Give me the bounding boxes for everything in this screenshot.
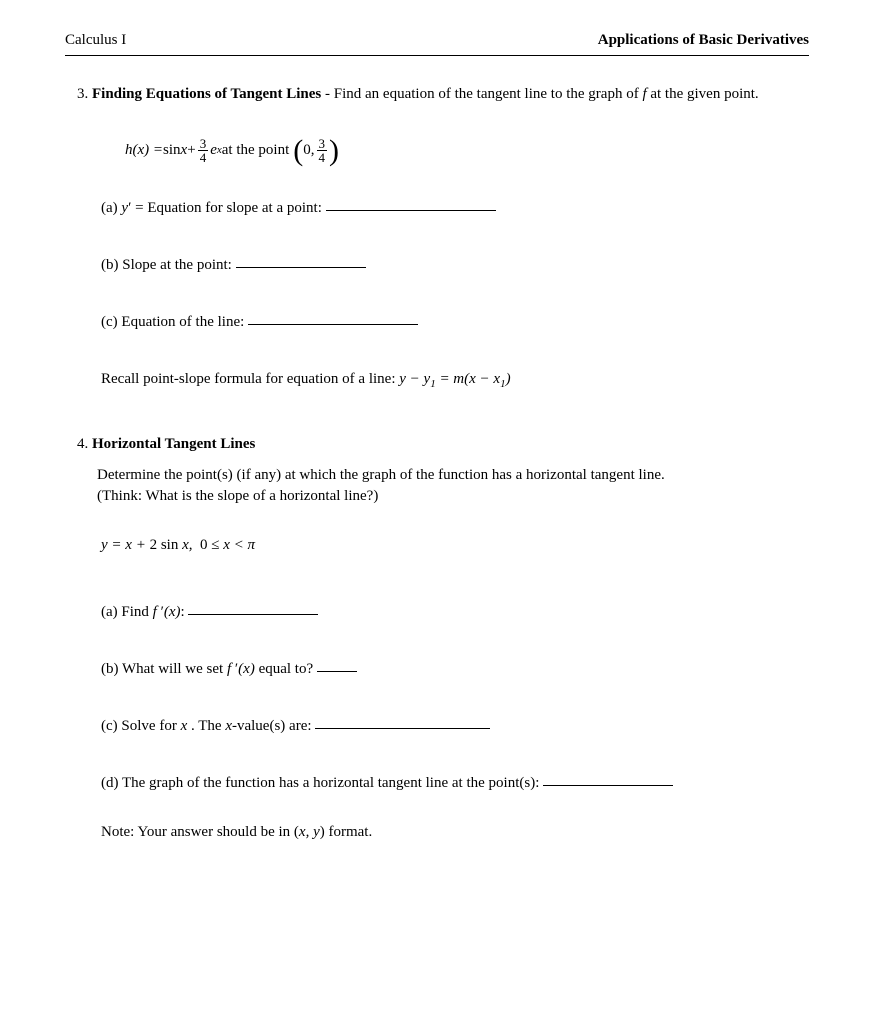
problem-3-desc-tail: at the given point.: [647, 86, 759, 102]
note-xy: x, y: [299, 824, 320, 840]
p3b-label: (b): [101, 257, 122, 273]
eq-sin: sin: [163, 140, 181, 161]
p4a-label: (a): [101, 604, 121, 620]
p4c-var2: x: [225, 718, 232, 734]
p3a-blank[interactable]: [326, 210, 496, 211]
p4b-text2: equal to?: [259, 661, 317, 677]
p3b-blank[interactable]: [236, 267, 366, 268]
eq-point: ( 0, 3 4 ): [293, 137, 339, 164]
problem-3-recall: Recall point-slope formula for equation …: [101, 369, 809, 392]
p4c-var: x: [181, 718, 188, 734]
p4d-label: (d): [101, 775, 122, 791]
problem-4-equation: y = x + 2 sin x, 0 ≤ x < π: [101, 535, 809, 556]
eq-plus: +: [187, 140, 195, 161]
p4a-colon: :: [181, 604, 189, 620]
problem-4: 4. Horizontal Tangent Lines Determine th…: [65, 434, 809, 843]
p4c-label: (c): [101, 718, 121, 734]
recall-text: Recall point-slope formula for equation …: [101, 371, 399, 387]
p4a-text: Find: [121, 604, 152, 620]
problem-4-line1: Determine the point(s) (if any) at which…: [97, 465, 809, 486]
p3c-blank[interactable]: [248, 324, 418, 325]
eq-frac: 3 4: [198, 137, 209, 164]
eq-at-point: at the point: [222, 140, 290, 161]
p4d-text: The graph of the function has a horizont…: [122, 775, 543, 791]
problem-3c: (c) Equation of the line:: [101, 312, 809, 333]
p3c-label: (c): [101, 314, 121, 330]
p4a-fn: f ′(x): [153, 604, 181, 620]
problem-4-line2: (Think: What is the slope of a horizonta…: [97, 486, 809, 507]
p4c-text2: . The: [191, 718, 225, 734]
problem-4-heading: Horizontal Tangent Lines: [92, 436, 255, 452]
problem-4-note: Note: Your answer should be in (x, y) fo…: [101, 822, 809, 843]
problem-4d: (d) The graph of the function has a hori…: [101, 773, 809, 794]
problem-4-title: 4. Horizontal Tangent Lines: [77, 434, 809, 455]
p4d-blank[interactable]: [543, 785, 673, 786]
problem-4-body: Determine the point(s) (if any) at which…: [97, 465, 809, 843]
p4a-blank[interactable]: [188, 614, 318, 615]
problem-4b: (b) What will we set f ′(x) equal to?: [101, 659, 809, 680]
page-header: Calculus I Applications of Basic Derivat…: [65, 30, 809, 56]
header-course: Calculus I: [65, 30, 126, 51]
p4c-text3: -value(s) are:: [232, 718, 315, 734]
eq-e: e: [210, 140, 217, 161]
problem-4a: (a) Find f ′(x):: [101, 602, 809, 623]
p3c-text: Equation of the line:: [121, 314, 248, 330]
problem-3-heading: Finding Equations of Tangent Lines: [92, 86, 321, 102]
note-text1: Note: Your answer should be in (: [101, 824, 299, 840]
p3b-text: Slope at the point:: [122, 257, 235, 273]
p4c-text1: Solve for: [121, 718, 180, 734]
problem-4-number: 4.: [77, 436, 88, 452]
header-topic: Applications of Basic Derivatives: [598, 30, 809, 51]
problem-3b: (b) Slope at the point:: [101, 255, 809, 276]
eq-lhs: h(x) =: [125, 140, 163, 161]
problem-3: 3. Finding Equations of Tangent Lines - …: [65, 84, 809, 392]
eq-point-frac: 3 4: [317, 137, 328, 164]
p4c-blank[interactable]: [315, 728, 490, 729]
p4b-fn: f ′(x): [227, 661, 255, 677]
recall-formula: y − y1 = m(x − x1): [399, 371, 510, 387]
problem-3-desc: - Find an equation of the tangent line t…: [321, 86, 642, 102]
eq-x: x: [181, 140, 188, 161]
problem-4c: (c) Solve for x . The x-value(s) are:: [101, 716, 809, 737]
problem-3-title: 3. Finding Equations of Tangent Lines - …: [77, 84, 809, 105]
problem-3-equation: h(x) = sin x + 3 4 ex at the point ( 0, …: [125, 137, 809, 164]
p4b-label: (b): [101, 661, 122, 677]
p4b-blank[interactable]: [317, 671, 357, 672]
p3a-label: (a): [101, 200, 121, 216]
p4b-text1: What will we set: [122, 661, 227, 677]
note-text2: ) format.: [320, 824, 372, 840]
problem-3-body: h(x) = sin x + 3 4 ex at the point ( 0, …: [97, 137, 809, 392]
p3a-text: = Equation for slope at a point:: [131, 200, 325, 216]
problem-3-number: 3.: [77, 86, 88, 102]
problem-3a: (a) y′ = Equation for slope at a point:: [101, 198, 809, 219]
